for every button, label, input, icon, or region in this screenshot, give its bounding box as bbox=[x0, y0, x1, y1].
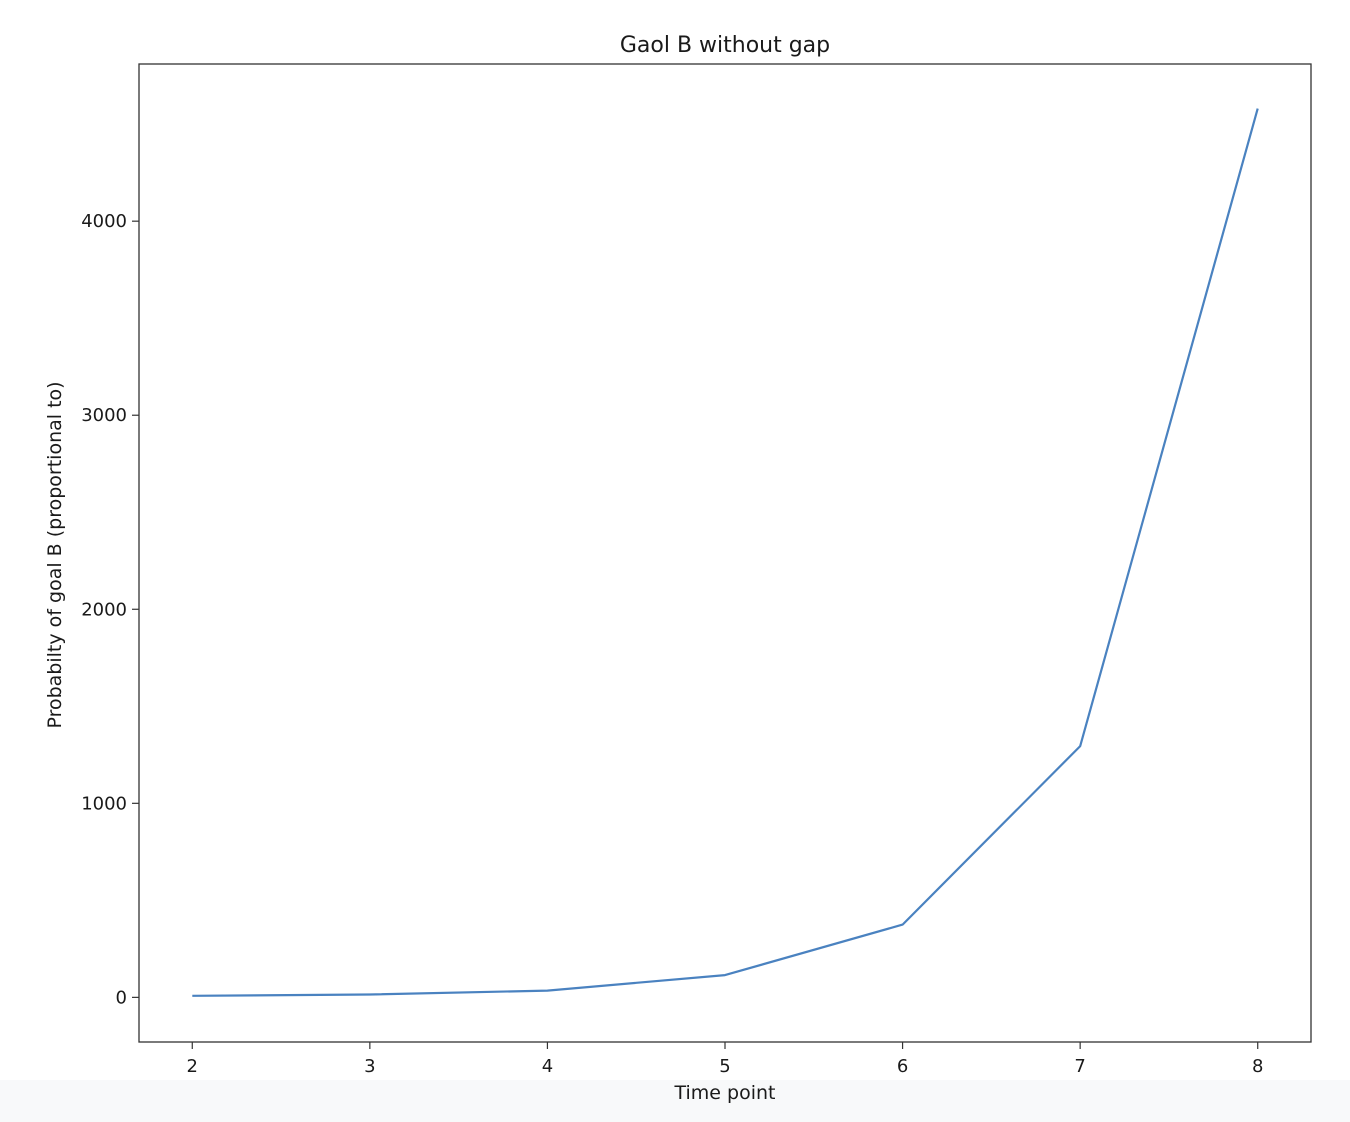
x-tick-label: 3 bbox=[364, 1056, 375, 1077]
y-tick-label: 4000 bbox=[81, 211, 127, 232]
x-tick-label: 5 bbox=[719, 1056, 730, 1077]
x-axis: 2 3 4 5 6 7 8 bbox=[187, 1042, 1263, 1077]
x-tick-label: 6 bbox=[897, 1056, 908, 1077]
x-tick-label: 2 bbox=[187, 1056, 198, 1077]
y-tick-label: 1000 bbox=[81, 793, 127, 814]
x-tick-label: 8 bbox=[1252, 1056, 1263, 1077]
x-tick-label: 4 bbox=[542, 1056, 553, 1077]
plot-area bbox=[138, 63, 1312, 1043]
y-axis: 0 1000 2000 3000 4000 bbox=[81, 211, 139, 1008]
chart-title: Gaol B without gap bbox=[620, 33, 830, 58]
y-axis-label: Probabilty of goal B (proportional to) bbox=[44, 381, 66, 728]
y-tick-label: 3000 bbox=[81, 405, 127, 426]
y-tick-label: 0 bbox=[116, 987, 127, 1008]
x-axis-label: Time point bbox=[674, 1082, 776, 1104]
x-tick-label: 7 bbox=[1074, 1056, 1085, 1077]
series-line bbox=[192, 108, 1259, 997]
y-tick-label: 2000 bbox=[81, 599, 127, 620]
window-bottom-strip bbox=[0, 1080, 1350, 1122]
